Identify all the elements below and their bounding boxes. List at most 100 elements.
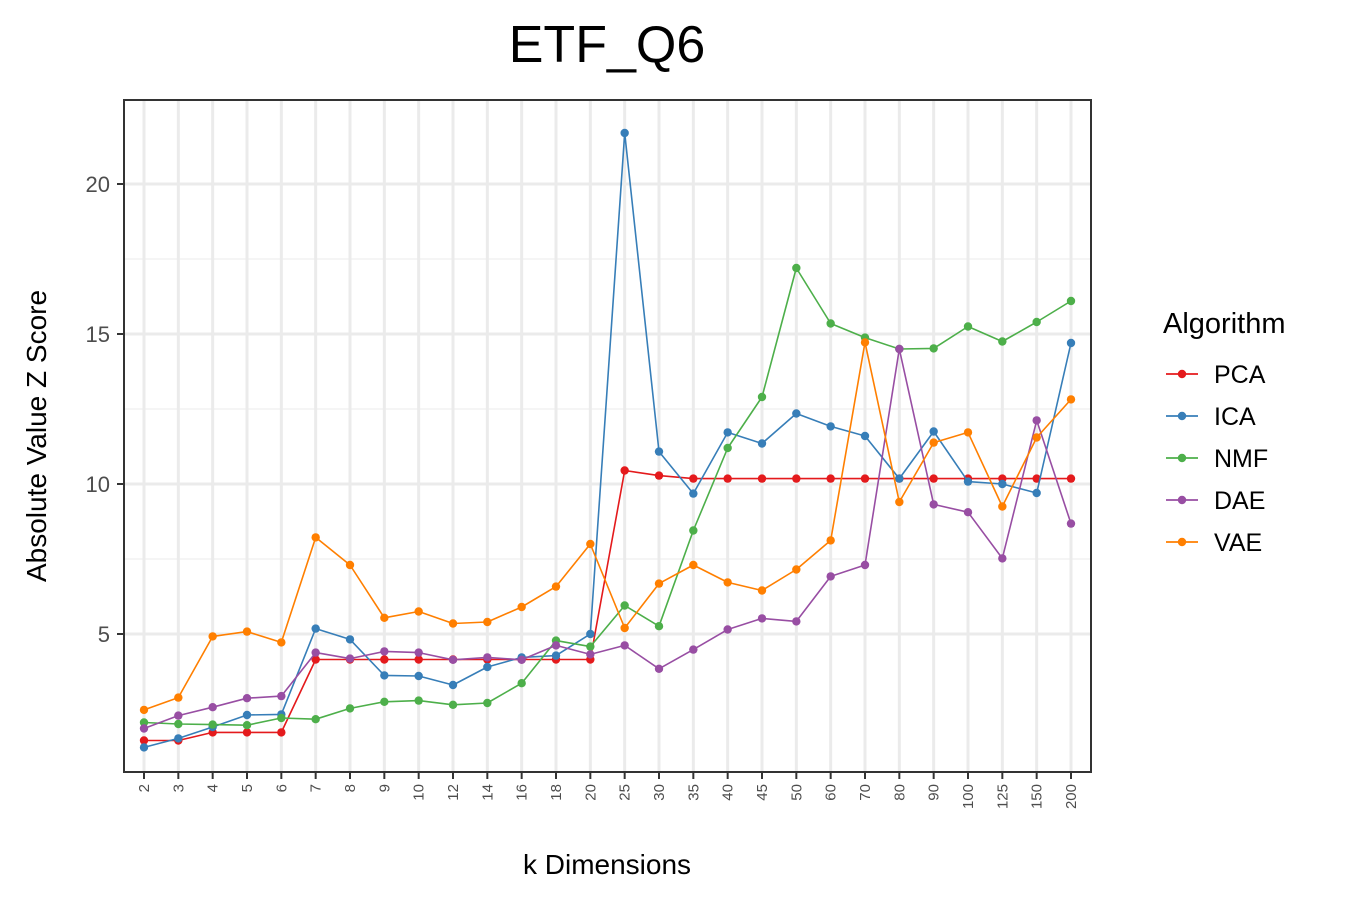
data-point xyxy=(208,720,217,729)
data-point xyxy=(998,554,1007,563)
legend-key-point xyxy=(1177,453,1187,463)
data-point xyxy=(620,601,629,610)
legend-key-point xyxy=(1177,495,1187,505)
data-point xyxy=(311,715,320,724)
data-point xyxy=(620,466,629,475)
data-point xyxy=(826,319,835,328)
data-point xyxy=(826,572,835,581)
plot-panel xyxy=(124,100,1091,772)
data-point xyxy=(963,428,973,437)
x-tick-label: 150 xyxy=(1029,784,1046,809)
data-point xyxy=(174,719,183,729)
data-point xyxy=(448,700,458,709)
data-point xyxy=(654,447,664,456)
data-point xyxy=(723,625,732,634)
data-point xyxy=(586,650,595,659)
data-point xyxy=(689,474,698,483)
data-point xyxy=(792,565,801,574)
data-point xyxy=(242,721,252,730)
data-point xyxy=(654,471,664,480)
legend-label: DAE xyxy=(1214,487,1265,515)
data-point xyxy=(860,474,870,483)
data-point xyxy=(723,474,732,483)
data-point xyxy=(380,613,389,622)
data-point xyxy=(414,696,423,705)
data-point xyxy=(174,693,183,702)
data-point xyxy=(174,734,183,743)
x-tick-label: 3 xyxy=(170,784,187,792)
series-line-dae xyxy=(143,348,1072,730)
data-point xyxy=(826,536,835,545)
data-point xyxy=(1066,395,1076,404)
data-point xyxy=(757,439,767,448)
x-tick-label: 60 xyxy=(823,784,840,801)
data-point xyxy=(1066,296,1076,306)
data-point xyxy=(654,579,664,588)
data-point xyxy=(139,736,149,745)
data-point xyxy=(380,647,389,656)
data-point xyxy=(139,705,149,715)
legend-title: Algorithm xyxy=(1163,308,1286,340)
y-tick-label: 20 xyxy=(86,172,110,197)
legend-item-ica: ICA xyxy=(1166,403,1256,431)
x-tick-label: 9 xyxy=(376,784,393,792)
x-axis: 2 3 4 5 6 7 8 9 10 12 14 16 18 20 25 30 35 40 45 50 60 70 80 90… xyxy=(136,772,1080,809)
legend-label: ICA xyxy=(1214,403,1256,431)
x-tick-label: 2 xyxy=(136,784,153,792)
data-point xyxy=(311,655,320,664)
data-point xyxy=(860,560,870,570)
data-point xyxy=(277,638,286,647)
x-tick-label: 90 xyxy=(926,784,943,801)
data-point xyxy=(1032,317,1041,327)
data-point xyxy=(414,655,423,664)
data-point xyxy=(689,526,698,535)
data-point xyxy=(757,474,767,483)
legend-item-vae: VAE xyxy=(1166,529,1262,557)
data-point xyxy=(517,655,526,664)
data-point xyxy=(826,422,835,431)
x-tick-label: 45 xyxy=(754,784,771,801)
data-point xyxy=(620,623,629,633)
data-point xyxy=(483,662,492,672)
data-point xyxy=(483,698,492,708)
legend-key-point xyxy=(1177,369,1187,379)
data-point xyxy=(1032,488,1041,498)
x-tick-label: 10 xyxy=(411,784,428,801)
data-point xyxy=(689,489,698,498)
data-point xyxy=(620,128,629,138)
series-line-ica xyxy=(143,132,1072,749)
data-point xyxy=(448,680,458,690)
data-point xyxy=(517,679,526,688)
data-point xyxy=(586,629,595,639)
data-point xyxy=(242,728,252,737)
x-tick-label: 80 xyxy=(891,784,908,801)
data-point xyxy=(792,263,801,273)
legend-label: NMF xyxy=(1214,445,1268,473)
data-point xyxy=(208,632,217,641)
data-point xyxy=(792,474,801,483)
chart-title: ETF_Q6 xyxy=(509,16,706,74)
data-point xyxy=(757,614,767,623)
legend-item-nmf: NMF xyxy=(1166,445,1268,473)
x-tick-label: 18 xyxy=(548,784,565,801)
data-point xyxy=(1032,433,1041,442)
data-point xyxy=(723,578,732,587)
data-point xyxy=(345,560,355,570)
data-point xyxy=(414,648,423,657)
x-tick-label: 8 xyxy=(342,784,359,792)
data-point xyxy=(242,710,252,720)
y-tick-label: 15 xyxy=(86,322,110,347)
x-axis-title: k Dimensions xyxy=(523,849,691,880)
data-point xyxy=(517,602,526,612)
series-dae xyxy=(139,344,1076,733)
x-tick-label: 35 xyxy=(685,784,702,801)
data-point xyxy=(998,479,1007,489)
data-point xyxy=(242,627,252,636)
data-point xyxy=(551,651,561,660)
data-point xyxy=(380,697,389,706)
data-point xyxy=(895,474,904,483)
data-point xyxy=(483,617,492,627)
data-point xyxy=(586,539,595,549)
data-point xyxy=(895,497,904,507)
